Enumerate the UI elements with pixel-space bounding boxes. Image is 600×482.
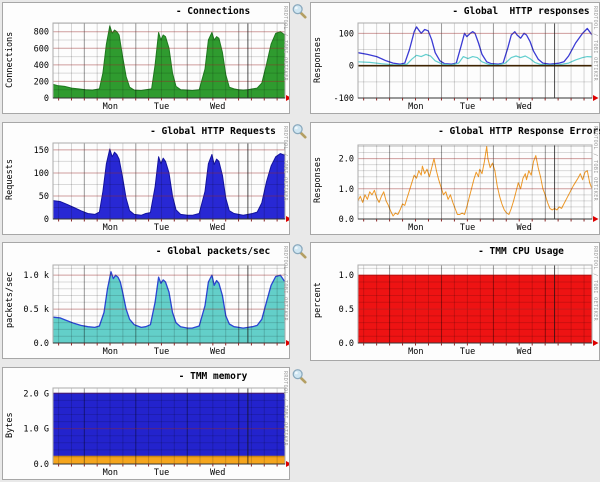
chart-panel-http-requests: 0 50 100 150 Mon Tue Wed - Global HTTP Request… [2,122,290,235]
svg-text:150: 150 [34,146,49,156]
y-axis-label: Responses [313,36,323,84]
svg-text:Wed: Wed [210,347,225,357]
svg-text:Mon: Mon [103,347,118,357]
svg-text:0: 0 [349,62,354,72]
svg-text:Wed: Wed [516,223,531,233]
rrdtool-watermark: RRDTOOL / TOBI OETIKER [282,126,288,202]
tmm-cpu-usage-plot: 0.0 0.5 1.0 Mon Tue Wed [339,264,599,357]
http-response-errors-plot: 0.0 1.0 2.0 Mon Tue Wed [339,144,599,233]
svg-text:Mon: Mon [103,468,118,478]
y-axis-label: Requests [5,159,15,201]
svg-text:-100: -100 [334,94,354,104]
svg-text:Mon: Mon [408,347,423,357]
packets-per-sec-plot: 0.0 0.5 k 1.0 k Mon Tue Wed [23,264,289,357]
svg-text:Wed: Wed [210,468,225,478]
chart-panel-connections: 0 200 400 600 800 Mon Tue Wed - Connections Con… [2,2,290,114]
svg-text:2.0: 2.0 [339,155,354,165]
svg-text:1.0: 1.0 [339,271,354,281]
svg-text:Tue: Tue [154,468,169,478]
svg-text:Tue: Tue [460,223,475,233]
svg-text:0.0: 0.0 [34,339,49,349]
svg-text:Mon: Mon [408,102,423,112]
chart-title: - Global packets/sec [155,246,271,257]
y-axis-label: packets/sec [5,271,15,329]
svg-text:Tue: Tue [154,347,169,357]
svg-text:Tue: Tue [460,347,475,357]
svg-text:Wed: Wed [210,223,225,233]
magnifier-icon [292,4,307,19]
svg-text:0.5 k: 0.5 k [23,305,49,315]
svg-text:400: 400 [34,61,49,71]
chart-title: - Global HTTP responses [452,6,590,17]
svg-text:Mon: Mon [103,102,118,112]
magnifier-zoom-icon-packets-per-sec[interactable] [291,243,307,259]
svg-text:Mon: Mon [103,223,118,233]
svg-text:100: 100 [339,29,354,39]
svg-text:Tue: Tue [154,223,169,233]
svg-text:Wed: Wed [516,102,531,112]
http-responses-plot: -100 0 100 Mon Tue Wed [334,22,599,112]
magnifier-zoom-icon-connections[interactable] [291,3,307,19]
svg-text:0: 0 [44,94,49,104]
chart-title: - TMM CPU Usage [478,246,564,257]
chart-panel-tmm-memory: 0.0 1.0 G 2.0 G Mon Tue Wed - TMM memory Byte… [2,367,290,480]
svg-text:0: 0 [44,215,49,225]
svg-text:0.0: 0.0 [339,339,354,349]
chart-title: - Global HTTP Requests [150,126,276,137]
chart-title: - Global HTTP Response Errors [438,126,600,137]
svg-text:0.5: 0.5 [339,305,354,315]
rrdtool-watermark: RRDTOOL / TOBI OETIKER [282,246,288,322]
svg-text:800: 800 [34,28,49,38]
svg-text:1.0: 1.0 [339,185,354,195]
magnifier-icon [292,244,307,259]
y-axis-label: Responses [313,156,323,204]
connections-plot: 0 200 400 600 800 Mon Tue Wed [34,22,289,112]
rrdtool-watermark: RRDTOOL / TOBI OETIKER [592,6,598,82]
svg-text:50: 50 [39,192,49,202]
http-requests-plot: 0 50 100 150 Mon Tue Wed [34,142,289,233]
svg-text:0.0: 0.0 [34,460,49,470]
y-axis-label: percent [313,282,323,318]
chart-title: - TMM memory [178,371,248,382]
rrdtool-watermark: RRDTOOL / TOBI OETIKER [282,6,288,82]
magnifier-icon [292,124,307,139]
svg-text:0.0: 0.0 [339,215,354,225]
rrdtool-watermark: RRDTOOL / TOBI OETIKER [282,371,288,447]
svg-text:Wed: Wed [516,347,531,357]
magnifier-icon [292,369,307,384]
magnifier-zoom-icon-tmm-memory[interactable] [291,368,307,384]
svg-text:2.0 G: 2.0 G [23,389,49,399]
rrdtool-watermark: RRDTOOL / TOBI OETIKER [592,126,598,202]
svg-text:Wed: Wed [210,102,225,112]
chart-panel-http-response-errors: 0.0 1.0 2.0 Mon Tue Wed - Global HTTP Respons… [310,122,600,235]
y-axis-label: Bytes [5,412,15,438]
chart-panel-tmm-cpu-usage: 0.0 0.5 1.0 Mon Tue Wed - TMM CPU Usage perce… [310,242,600,361]
chart-title: - Connections [175,6,251,17]
svg-text:1.0 k: 1.0 k [23,271,49,281]
tmm-memory-plot: 0.0 1.0 G 2.0 G Mon Tue Wed [23,387,289,478]
chart-panel-http-responses: -100 0 100 Mon Tue Wed - Global HTTP response… [310,2,600,114]
svg-text:600: 600 [34,44,49,54]
magnifier-zoom-icon-http-requests[interactable] [291,123,307,139]
svg-text:Tue: Tue [460,102,475,112]
svg-text:Mon: Mon [408,223,423,233]
svg-text:Tue: Tue [154,102,169,112]
y-axis-label: Connections [5,31,15,89]
chart-panel-packets-per-sec: 0.0 0.5 k 1.0 k Mon Tue Wed - Global packets/… [2,242,290,359]
svg-text:100: 100 [34,169,49,179]
svg-text:200: 200 [34,77,49,87]
rrdtool-watermark: RRDTOOL / TOBI OETIKER [592,246,598,322]
svg-text:1.0 G: 1.0 G [23,425,49,435]
